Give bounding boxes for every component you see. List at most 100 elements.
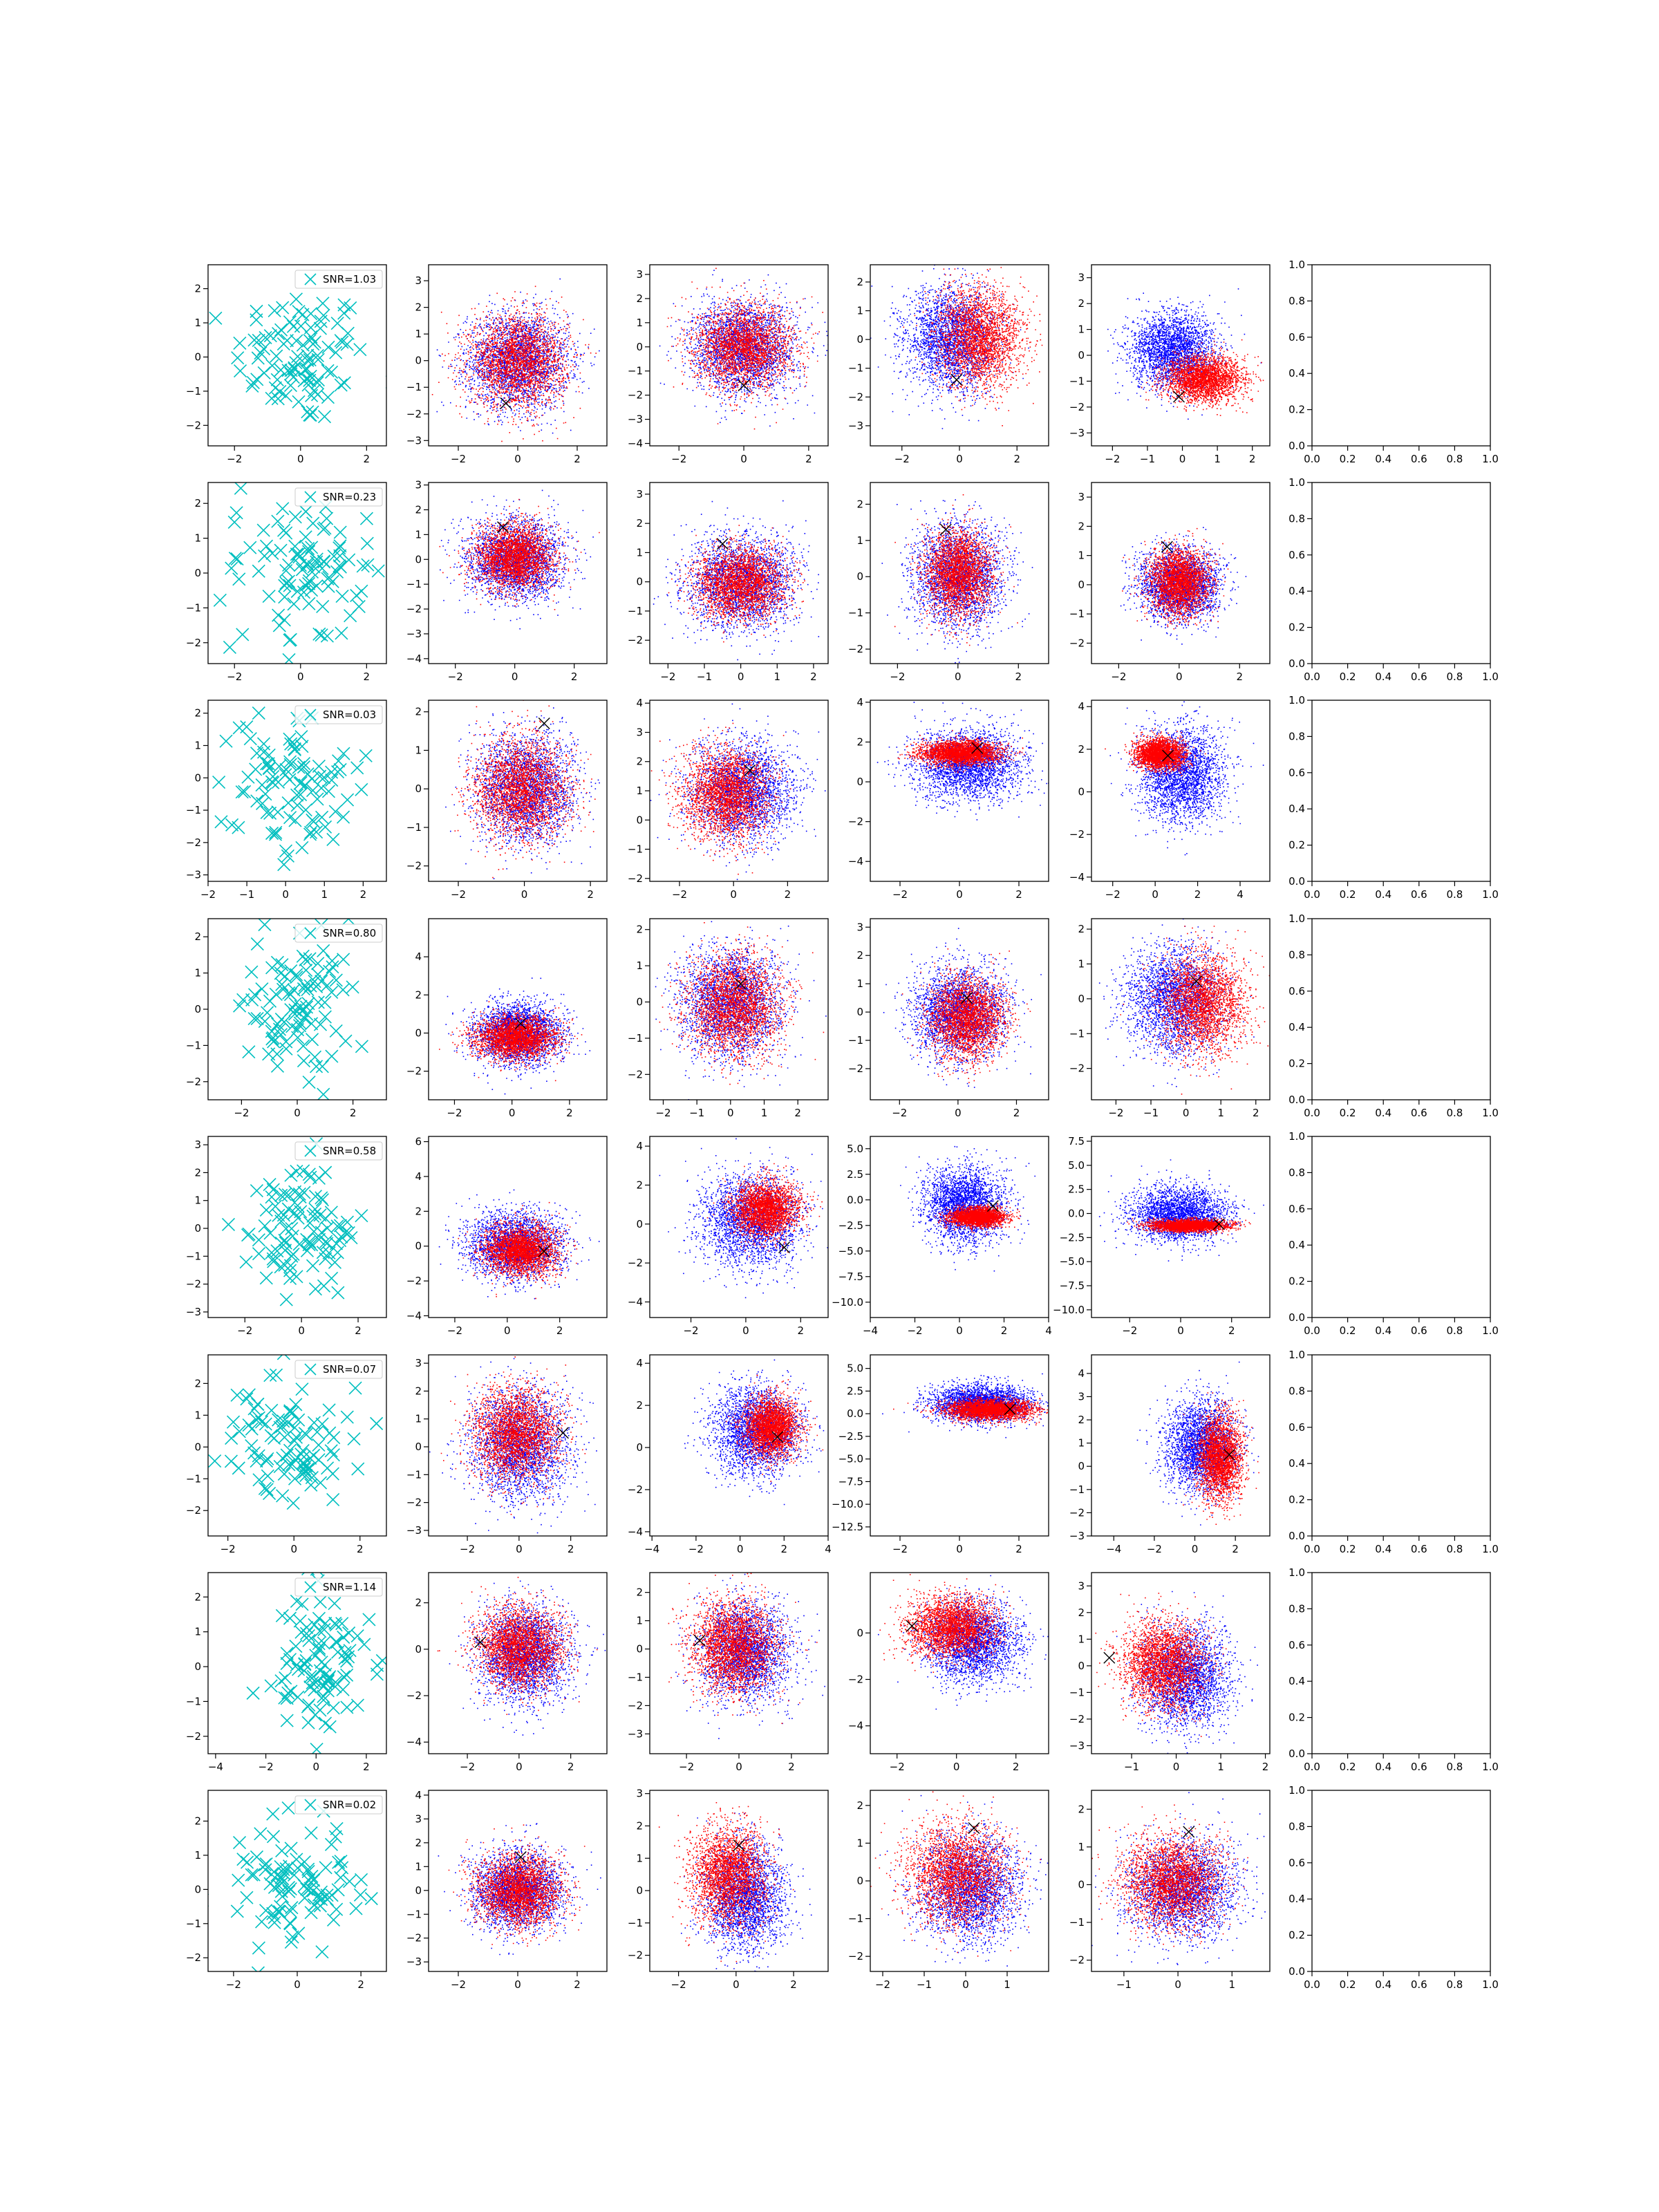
cloud-ytick-label: 4 — [636, 1140, 643, 1152]
cloud-xtick-label: −2 — [660, 671, 675, 683]
cloud-ytick-label: −2 — [628, 1068, 643, 1080]
cloud-ytick-label: −2 — [1069, 828, 1085, 841]
cloud-ytick-label: −4 — [406, 1736, 422, 1748]
cyan-ytick-label: −1 — [186, 804, 201, 816]
empty-xtick-label: 1.0 — [1482, 888, 1499, 901]
cyan-ytick-label: −1 — [186, 1695, 201, 1707]
cyan-ytick-label: 2 — [194, 930, 201, 943]
cloud-ytick-label: −2 — [848, 643, 863, 655]
empty-xtick-label: 0.8 — [1446, 453, 1463, 465]
cloud-ytick-label: 5.0 — [847, 1362, 863, 1375]
empty-ytick-label: 0.0 — [1288, 1530, 1305, 1542]
cyan-xtick-label: 0 — [294, 1107, 301, 1119]
cloud-ytick-label: 1 — [636, 1852, 643, 1864]
cloud-xtick-label: −4 — [644, 1543, 659, 1555]
cyan-xtick-label: −2 — [237, 1324, 252, 1337]
empty-ytick-label: 0.4 — [1288, 803, 1305, 815]
empty-ytick-label: 0.6 — [1288, 1203, 1305, 1215]
cloud-xtick-label: 2 — [571, 671, 578, 683]
legend: SNR=1.14 — [295, 1578, 382, 1596]
empty-xtick-label: 1.0 — [1482, 1978, 1499, 1991]
cyan-xtick-label: 2 — [364, 671, 371, 683]
empty-xtick-label: 0.4 — [1375, 1107, 1391, 1119]
empty-xtick-label: 0.2 — [1340, 1978, 1356, 1991]
cloud-ytick-label: 4 — [415, 1789, 422, 1801]
cloud-ytick-label: 2 — [415, 706, 422, 718]
cloud-ytick-label: −2 — [406, 1065, 422, 1078]
empty-xtick-label: 0.4 — [1375, 1978, 1391, 1991]
cloud-ytick-label: 0 — [415, 1441, 422, 1453]
cloud-ytick-label: −12.5 — [832, 1521, 863, 1533]
cloud-ytick-label: 5.0 — [847, 1143, 863, 1155]
cloud-ytick-label: −1 — [1069, 608, 1085, 620]
cloud-xtick-label: 2 — [574, 1978, 581, 1991]
cyan-xtick-label: 1 — [321, 888, 328, 901]
cyan-xtick-label: 2 — [350, 1107, 357, 1119]
empty-xtick-label: 1.0 — [1482, 671, 1499, 683]
empty-ytick-label: 0.8 — [1288, 948, 1305, 961]
empty-xtick-label: 0.0 — [1304, 453, 1320, 465]
empty-xtick-label: 0.6 — [1411, 888, 1427, 901]
cloud-ytick-label: 1 — [856, 305, 863, 317]
cloud-xtick-label: −2 — [671, 1978, 686, 1991]
cloud-ytick-label: 0 — [1078, 1878, 1085, 1891]
cloud-ytick-label: 3 — [636, 726, 643, 738]
cloud-xtick-label: −2 — [894, 453, 910, 465]
cyan-ytick-label: −2 — [186, 1951, 201, 1964]
empty-ytick-label: 0.0 — [1288, 1311, 1305, 1324]
cloud-ytick-label: 2 — [856, 498, 863, 510]
cloud-xtick-label: 0 — [956, 888, 963, 901]
cloud-xtick-label: 0 — [1179, 453, 1186, 465]
empty-xtick-label: 0.0 — [1304, 1543, 1320, 1555]
cloud-ytick-label: 1 — [415, 744, 422, 756]
cloud-ytick-label: 0 — [415, 553, 422, 565]
cloud-ytick-label: 0 — [1078, 1460, 1085, 1472]
cloud-ytick-label: 1 — [415, 1413, 422, 1425]
cyan-ytick-label: 0 — [194, 1222, 201, 1235]
cloud-xtick-label: 0 — [727, 1107, 734, 1119]
empty-ytick-label: 0.2 — [1288, 839, 1305, 852]
cloud-xtick-label: −2 — [447, 1324, 462, 1337]
empty-ytick-label: 0.4 — [1288, 585, 1305, 597]
cyan-xtick-label: 0 — [312, 1761, 319, 1773]
legend: SNR=0.80 — [295, 924, 382, 942]
cloud-ytick-label: −2 — [848, 391, 863, 403]
cyan-ytick-label: −1 — [186, 385, 201, 397]
cyan-ytick-label: −2 — [186, 637, 201, 649]
cloud-ytick-label: 1 — [415, 328, 422, 340]
cloud-xtick-label: 0 — [735, 1761, 742, 1773]
cyan-ytick-label: −2 — [186, 836, 201, 849]
empty-ytick-label: 0.6 — [1288, 985, 1305, 997]
legend-label: SNR=0.80 — [323, 927, 376, 939]
cloud-xtick-label: 2 — [794, 1107, 801, 1119]
cloud-ytick-label: 2 — [415, 1837, 422, 1849]
cloud-ytick-label: 0 — [856, 333, 863, 346]
cloud-ytick-label: −2 — [1069, 1062, 1085, 1075]
cloud-xtick-label: −2 — [688, 1543, 704, 1555]
cloud-ytick-label: 0 — [636, 996, 643, 1009]
cloud-ytick-label: 1 — [1078, 1841, 1085, 1853]
cloud-ytick-label: 3 — [636, 268, 643, 281]
cloud-ytick-label: −2 — [848, 1950, 863, 1962]
cloud-ytick-label: −4 — [406, 1309, 422, 1322]
cyan-ytick-label: 1 — [194, 1626, 201, 1638]
cloud-xtick-label: −2 — [672, 888, 687, 901]
legend: SNR=1.03 — [295, 270, 382, 288]
cloud-xtick-label: −2 — [1105, 888, 1121, 901]
cloud-ytick-label: 2 — [415, 301, 422, 314]
cloud-ytick-label: 1 — [636, 1615, 643, 1627]
cyan-xtick-label: −2 — [227, 453, 242, 465]
cloud-ytick-label: 2 — [856, 276, 863, 288]
empty-ytick-label: 0.8 — [1288, 512, 1305, 525]
cyan-ytick-label: 0 — [194, 771, 201, 784]
legend: SNR=0.58 — [295, 1142, 382, 1160]
cloud-xtick-label: 0 — [737, 1543, 744, 1555]
empty-ytick-label: 0.2 — [1288, 1058, 1305, 1070]
cloud-ytick-label: −3 — [406, 434, 422, 447]
cloud-ytick-label: 2 — [636, 1179, 643, 1191]
cloud-xtick-label: 0 — [956, 453, 963, 465]
cloud-ytick-label: 1 — [856, 977, 863, 990]
cloud-ytick-label: −10.0 — [832, 1498, 863, 1510]
cloud-xtick-label: −2 — [460, 1761, 475, 1773]
cloud-xtick-label: −1 — [1140, 453, 1155, 465]
